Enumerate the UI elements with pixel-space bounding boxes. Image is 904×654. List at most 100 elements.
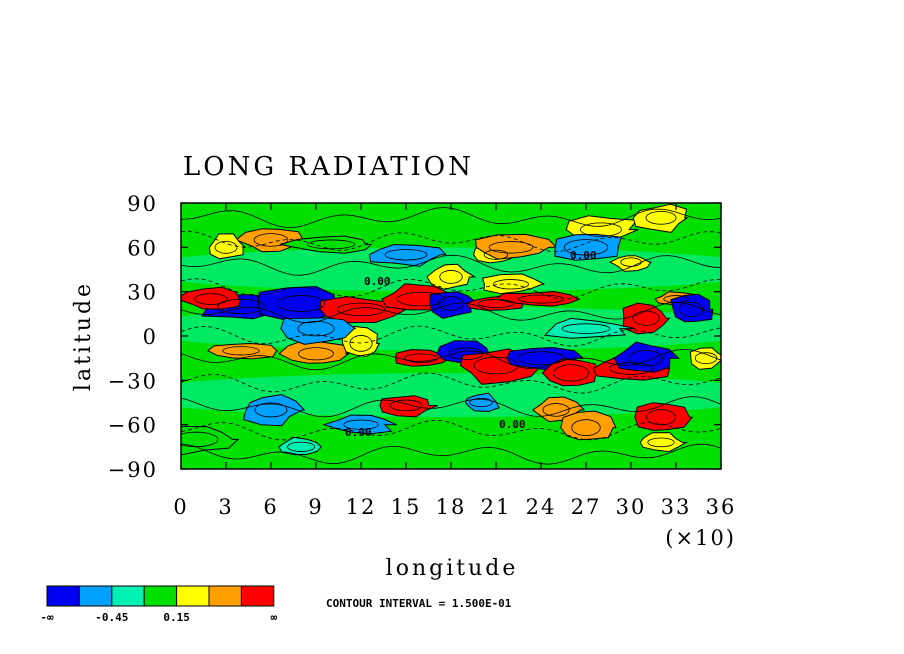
legend-label: -0.45 <box>95 611 128 624</box>
contour-line <box>181 278 721 300</box>
field-feature <box>670 293 714 323</box>
contour-line <box>483 249 509 260</box>
legend-swatch <box>208 585 242 607</box>
contour-line <box>493 279 529 290</box>
contour-line <box>563 239 609 256</box>
contour-line <box>217 298 265 314</box>
x-tick-label: 18 <box>436 495 467 519</box>
contour-line <box>254 402 288 418</box>
contour-line <box>287 441 315 452</box>
contour-line <box>276 295 326 312</box>
field-feature <box>613 341 680 373</box>
field-feature <box>554 233 623 261</box>
contour-line <box>181 325 721 347</box>
legend-label: 0.15 <box>163 611 190 624</box>
contour-line <box>571 419 601 436</box>
field-feature <box>475 233 558 260</box>
contour-line <box>439 270 463 284</box>
contour-line <box>396 291 446 307</box>
contour-line <box>473 356 519 375</box>
contour-labels: 0.00 0.00 0.00 0.00 <box>345 249 597 439</box>
x-tick-label: 0 <box>173 495 188 519</box>
plot-area <box>181 203 721 469</box>
contour-line <box>389 399 423 412</box>
contour-line <box>645 210 677 225</box>
field-feature <box>426 263 477 290</box>
contour-line <box>181 443 721 465</box>
contour-line <box>214 240 238 254</box>
contour-line <box>181 372 721 394</box>
x-axis-label: longitude <box>386 556 519 581</box>
y-tick-label: −90 <box>108 458 158 482</box>
color-legend: -∞ -0.45 0.15 ∞ <box>40 585 277 624</box>
contour-line <box>629 349 663 367</box>
x-tick-label: 15 <box>391 495 422 519</box>
x-tick-label: 6 <box>263 495 278 519</box>
y-tick-label: 90 <box>127 192 158 216</box>
y-axis-label: latitude <box>71 281 96 391</box>
contour-line <box>694 352 718 365</box>
contour-lines <box>181 207 721 465</box>
x-tick-label: 9 <box>308 495 323 519</box>
x-tick-label: 30 <box>616 495 647 519</box>
contour-line <box>181 301 721 324</box>
contour-line <box>343 419 379 430</box>
contour-line <box>298 347 334 361</box>
legend-label: ∞ <box>270 611 277 624</box>
contour-line <box>222 346 260 356</box>
y-tick-label: −60 <box>108 414 158 438</box>
contour-line <box>609 362 653 375</box>
contour-label: 0.00 <box>345 426 372 439</box>
field-band <box>181 373 721 418</box>
contour-line <box>580 222 622 237</box>
contour-label: 0.00 <box>570 249 597 262</box>
contour-line <box>477 299 515 308</box>
x-tick-label: 12 <box>346 495 377 519</box>
x-tick-label: 33 <box>661 495 692 519</box>
contour-line <box>336 302 386 317</box>
field-feature <box>634 402 694 431</box>
y-tick-label: 60 <box>127 236 158 260</box>
contour-line <box>181 348 721 371</box>
y-tick-label: −30 <box>108 369 158 393</box>
x-tick-label: 3 <box>218 495 233 519</box>
contour-line <box>646 409 676 426</box>
x-tick-label: 21 <box>481 495 512 519</box>
contour-line <box>561 323 611 334</box>
contour-line <box>181 419 721 441</box>
field-feature <box>609 255 652 272</box>
legend-label: -∞ <box>40 611 54 624</box>
contour-line <box>517 351 565 366</box>
field-feature <box>495 290 580 307</box>
contour-line <box>297 320 335 337</box>
x-axis: 0 3 6 9 12 15 18 21 24 27 30 33 36 <box>173 203 734 519</box>
legend-swatch <box>176 585 210 607</box>
legend-swatch <box>240 585 275 607</box>
x-scale-label: (×10) <box>665 526 736 550</box>
x-tick-label: 27 <box>571 495 602 519</box>
contour-line <box>349 335 373 352</box>
field-feature <box>541 358 601 387</box>
y-tick-label: 30 <box>127 281 158 305</box>
legend-swatch <box>143 585 178 607</box>
contour-line <box>553 364 589 382</box>
field-feature <box>279 235 373 254</box>
contour-line <box>181 230 721 253</box>
x-tick-label: 24 <box>526 495 557 519</box>
contour-label: 0.00 <box>499 418 526 431</box>
contour-line <box>181 254 721 276</box>
field-feature <box>206 342 279 360</box>
field-feature <box>639 432 689 453</box>
contour-line <box>181 396 721 418</box>
contour-line <box>542 403 570 417</box>
field-feature <box>622 302 671 335</box>
legend-swatch <box>46 585 80 607</box>
field-feature <box>322 414 397 435</box>
contour-line <box>194 293 228 305</box>
field-feature <box>181 425 240 456</box>
contour-line <box>488 241 534 254</box>
chart-title: LONG RADIATION <box>183 152 474 182</box>
field-feature <box>280 317 357 345</box>
contour-line <box>253 233 289 247</box>
